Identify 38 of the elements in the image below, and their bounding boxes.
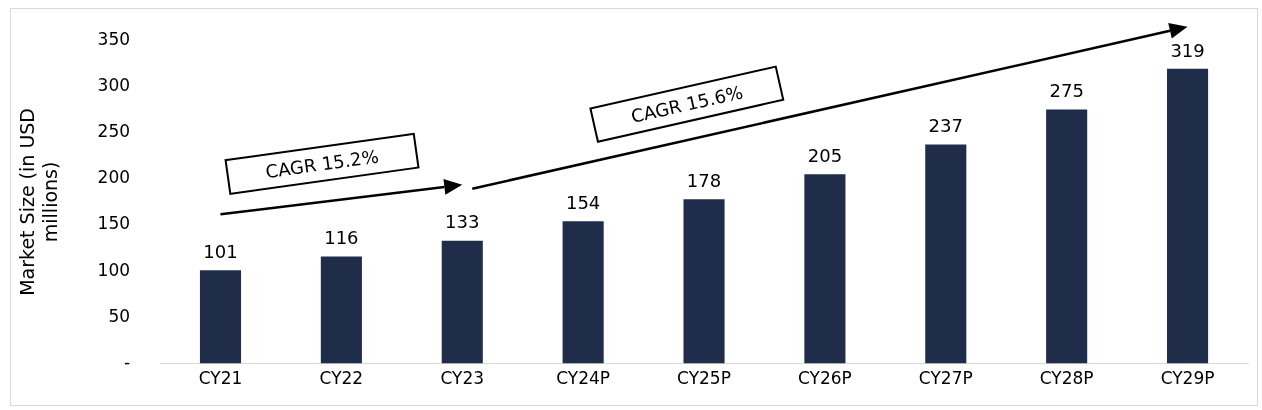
data-label: 237 (928, 115, 963, 137)
y-tick-label: 350 (97, 28, 131, 49)
x-tick-label: CY26P (797, 368, 852, 389)
bar (683, 199, 725, 364)
bar (925, 144, 967, 364)
y-axis-title: Market Size (in USD millions) (16, 108, 62, 296)
data-label: 101 (203, 240, 238, 262)
y-tick-label: 50 (108, 305, 131, 326)
data-label: 133 (445, 211, 480, 233)
x-tick-label: CY25P (677, 368, 731, 389)
x-tick-label: CY22 (319, 368, 364, 389)
bar (804, 174, 846, 364)
annotation: CAGR 15.2% (264, 145, 380, 183)
x-tick-label: CY27P (918, 368, 973, 389)
x-tick-label: CY29P (1160, 368, 1215, 389)
data-label: 205 (807, 144, 843, 166)
data-label: 319 (1170, 39, 1205, 61)
data-label: 154 (565, 191, 601, 213)
bar (1046, 109, 1088, 364)
data-label: 275 (1049, 80, 1084, 102)
x-tick-label: CY23 (440, 368, 485, 389)
y-tick-label: 150 (97, 213, 131, 234)
bar (562, 221, 604, 364)
bar (1167, 68, 1209, 364)
x-tick-label: CY28P (1039, 368, 1094, 389)
x-tick-label: CY24P (556, 368, 611, 389)
y-tick-label: 100 (97, 259, 131, 280)
data-label: 116 (324, 227, 359, 249)
x-tick-label: CY21 (198, 368, 243, 389)
y-tick-label: 300 (97, 74, 131, 95)
y-tick-label: 200 (97, 167, 131, 188)
bar (199, 270, 242, 364)
data-label: 178 (686, 169, 722, 191)
y-tick-label: - (123, 352, 131, 373)
annotation: CAGR 15.6% (628, 81, 745, 127)
bar (320, 256, 362, 364)
bar (441, 240, 483, 364)
y-tick-label: 250 (97, 121, 131, 142)
